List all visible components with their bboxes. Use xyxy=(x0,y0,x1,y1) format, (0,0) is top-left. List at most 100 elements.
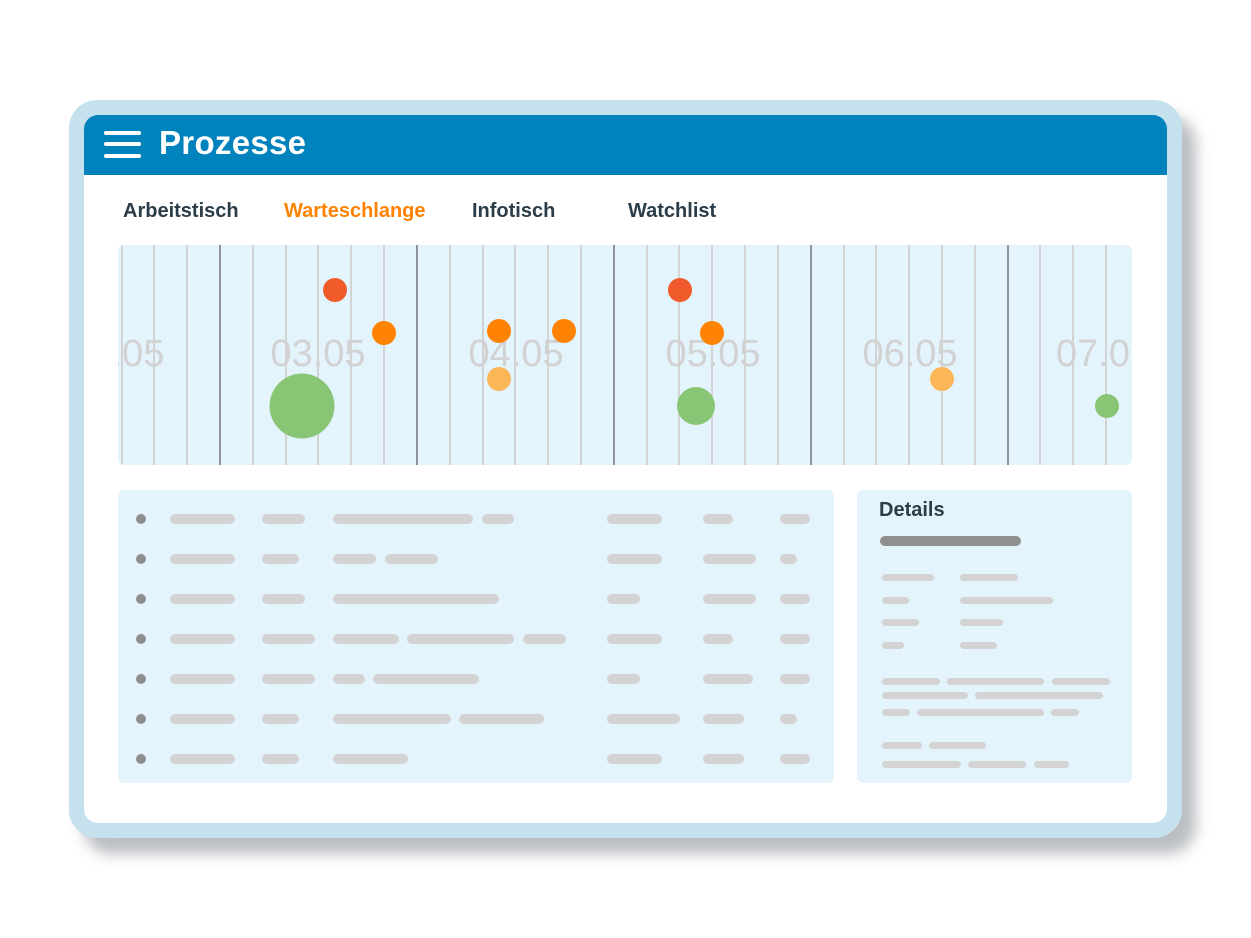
day-gridline xyxy=(613,245,615,465)
day-gridline xyxy=(219,245,221,465)
text-placeholder xyxy=(780,514,810,524)
text-placeholder xyxy=(607,674,640,684)
detail-value-placeholder xyxy=(960,619,1003,626)
event-marker-warning[interactable] xyxy=(552,319,576,343)
event-marker-critical[interactable] xyxy=(668,278,692,302)
event-marker-ok[interactable] xyxy=(677,387,715,425)
detail-value-placeholder xyxy=(960,642,997,649)
list-item[interactable] xyxy=(118,709,834,729)
bullet-icon xyxy=(136,714,146,724)
tab-warteschlange[interactable]: Warteschlange xyxy=(284,200,426,222)
text-placeholder xyxy=(262,714,299,724)
bullet-icon xyxy=(136,554,146,564)
tab-infotisch[interactable]: Infotisch xyxy=(472,200,556,222)
hour-gridline xyxy=(875,245,877,465)
text-placeholder xyxy=(262,554,299,564)
text-placeholder xyxy=(333,594,499,604)
bullet-icon xyxy=(136,674,146,684)
event-marker-pending[interactable] xyxy=(487,367,511,391)
text-placeholder xyxy=(607,554,662,564)
date-label: .05 xyxy=(118,333,165,375)
text-placeholder xyxy=(607,514,662,524)
text-placeholder xyxy=(780,594,810,604)
timeline-chart[interactable]: .05 03.05 04.05 05.05 06.05 07.0 xyxy=(118,245,1132,465)
text-placeholder xyxy=(170,594,235,604)
list-item[interactable] xyxy=(118,669,834,689)
bullet-icon xyxy=(136,634,146,644)
hour-gridline xyxy=(1105,245,1107,465)
hour-gridline xyxy=(1072,245,1074,465)
date-label: 03.05 xyxy=(270,333,366,375)
hour-gridline xyxy=(843,245,845,465)
process-list xyxy=(118,490,834,783)
text-placeholder xyxy=(523,634,566,644)
text-placeholder xyxy=(170,554,235,564)
text-placeholder xyxy=(333,554,376,564)
text-placeholder xyxy=(703,754,744,764)
event-marker-ok[interactable] xyxy=(1095,394,1119,418)
detail-label-placeholder xyxy=(882,597,909,604)
text-placeholder xyxy=(703,674,753,684)
bullet-icon xyxy=(136,514,146,524)
text-placeholder xyxy=(607,634,662,644)
text-placeholder xyxy=(780,554,797,564)
event-marker-critical[interactable] xyxy=(323,278,347,302)
event-marker-warning[interactable] xyxy=(487,319,511,343)
detail-text-placeholder xyxy=(917,709,1044,716)
day-gridline xyxy=(416,245,418,465)
hour-gridline xyxy=(711,245,713,465)
text-placeholder xyxy=(170,754,235,764)
app-header: Prozesse xyxy=(84,115,1167,175)
text-placeholder xyxy=(482,514,514,524)
hour-gridline xyxy=(350,245,352,465)
list-item[interactable] xyxy=(118,589,834,609)
detail-text-placeholder xyxy=(882,692,968,699)
detail-text-placeholder xyxy=(1034,761,1069,768)
hour-gridline xyxy=(777,245,779,465)
hour-gridline xyxy=(121,245,123,465)
text-placeholder xyxy=(262,754,299,764)
hour-gridline xyxy=(186,245,188,465)
list-item[interactable] xyxy=(118,629,834,649)
date-label: 04.05 xyxy=(468,333,564,375)
text-placeholder xyxy=(459,714,544,724)
detail-text-placeholder xyxy=(1052,678,1110,685)
detail-text-placeholder xyxy=(1051,709,1079,716)
detail-text-placeholder xyxy=(882,709,910,716)
tab-watchlist[interactable]: Watchlist xyxy=(628,200,717,222)
text-placeholder xyxy=(262,514,305,524)
page-title: Prozesse xyxy=(159,124,307,161)
detail-text-placeholder xyxy=(882,742,922,749)
event-marker-pending[interactable] xyxy=(930,367,954,391)
event-marker-warning[interactable] xyxy=(372,321,396,345)
hour-gridline xyxy=(449,245,451,465)
text-placeholder xyxy=(170,714,235,724)
detail-text-placeholder xyxy=(975,692,1103,699)
detail-value-placeholder xyxy=(960,574,1018,581)
text-placeholder xyxy=(607,594,640,604)
text-placeholder xyxy=(262,674,315,684)
text-placeholder xyxy=(703,634,733,644)
bullet-icon xyxy=(136,594,146,604)
text-placeholder xyxy=(170,514,235,524)
event-marker-warning[interactable] xyxy=(700,321,724,345)
list-item[interactable] xyxy=(118,549,834,569)
text-placeholder xyxy=(407,634,514,644)
text-placeholder xyxy=(780,674,810,684)
detail-label-placeholder xyxy=(882,619,919,626)
hour-gridline xyxy=(974,245,976,465)
tab-arbeitstisch[interactable]: Arbeitstisch xyxy=(123,200,239,222)
list-item[interactable] xyxy=(118,749,834,769)
event-marker-ok[interactable] xyxy=(269,373,335,439)
app-window: Prozesse Arbeitstisch Warteschlange Info… xyxy=(84,115,1167,823)
details-panel: Details xyxy=(857,490,1132,783)
hour-gridline xyxy=(908,245,910,465)
text-placeholder xyxy=(607,714,680,724)
list-item[interactable] xyxy=(118,509,834,529)
hour-gridline xyxy=(646,245,648,465)
hamburger-menu-icon[interactable] xyxy=(104,131,141,159)
text-placeholder xyxy=(780,714,797,724)
details-title: Details xyxy=(879,499,945,521)
hour-gridline xyxy=(317,245,319,465)
text-placeholder xyxy=(262,634,315,644)
